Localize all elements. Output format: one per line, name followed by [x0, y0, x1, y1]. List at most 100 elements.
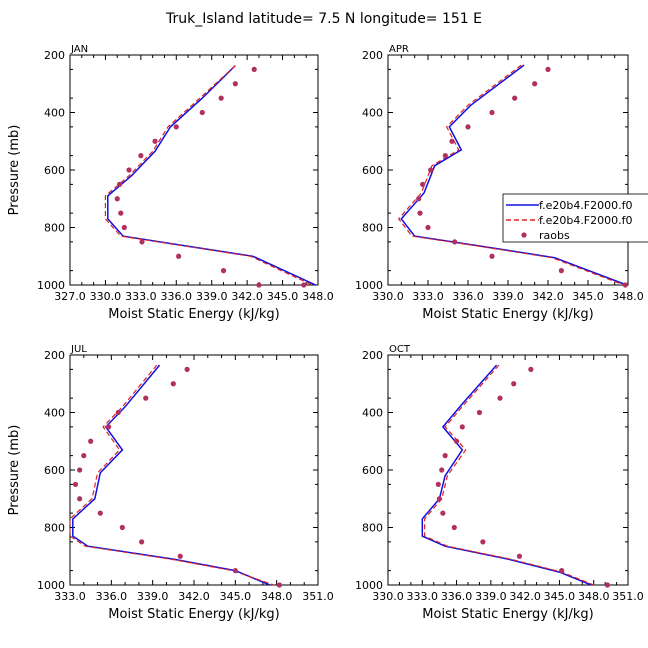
- x-tick-label: 351.0: [612, 590, 644, 603]
- x-tick-label: 339.0: [475, 590, 507, 603]
- raob-point: [173, 124, 179, 130]
- legend-label: f.e20b4.F2000.f0: [539, 199, 633, 212]
- series-line-dashed: [104, 65, 313, 286]
- x-tick-label: 333.0: [412, 290, 444, 303]
- x-tick-label: 333.0: [125, 290, 157, 303]
- x-tick-label: 342.0: [178, 590, 210, 603]
- x-axis-label: Moist Static Energy (kJ/kg): [108, 607, 279, 622]
- panel-oct: OCT 330.0 333.0 336.0 339.0 342.0 345.0 348.0 35…: [355, 344, 644, 622]
- raob-point: [232, 81, 238, 87]
- raob-point: [72, 481, 79, 487]
- raob-point: [512, 95, 518, 101]
- y-tick-label: 1000: [37, 279, 65, 292]
- y-tick-label: 200: [362, 349, 383, 362]
- raob-point: [622, 282, 628, 288]
- y-tick-label: 1000: [355, 579, 383, 592]
- raob-point: [497, 395, 503, 401]
- raob-point: [528, 366, 534, 372]
- x-tick-label: 333.0: [54, 590, 86, 603]
- y-axis-label: Pressure (mb): [7, 125, 22, 216]
- y-tick-label: 600: [44, 464, 65, 477]
- series-line-solid: [107, 65, 316, 286]
- raob-point: [425, 224, 431, 231]
- y-tick-label: 800: [44, 522, 65, 535]
- raob-point: [77, 496, 83, 502]
- raob-point: [459, 424, 465, 430]
- x-tick-label: 345.0: [544, 590, 576, 603]
- raob-point: [435, 481, 441, 487]
- x-tick-label: 348.0: [578, 590, 610, 603]
- y-tick-label: 800: [44, 222, 65, 235]
- plot-frame: [387, 354, 629, 586]
- raob-point: [559, 568, 565, 574]
- raob-point: [170, 381, 176, 387]
- raob-point: [417, 210, 423, 216]
- x-tick-label: 345.0: [572, 290, 604, 303]
- raob-point: [184, 366, 190, 372]
- series-line-solid: [421, 364, 592, 586]
- x-axis-label: Moist Static Energy (kJ/kg): [422, 307, 593, 322]
- series-raobs: [72, 366, 283, 588]
- raob-point: [276, 582, 283, 588]
- y-tick-label: 400: [44, 407, 65, 420]
- x-tick-label: 342.0: [532, 290, 564, 303]
- raob-point: [558, 268, 564, 274]
- plot-frame: [69, 354, 319, 586]
- raob-point: [604, 582, 611, 588]
- plot-frame: [69, 54, 319, 286]
- y-tick-label: 1000: [355, 279, 383, 292]
- raob-point: [442, 153, 448, 159]
- raob-point: [88, 438, 94, 444]
- raob-point: [118, 210, 124, 216]
- panel-jan: JAN 327.0 330.0 333.0 336.0 339.0 342.0 345.0 34…: [7, 44, 334, 322]
- raob-point: [81, 453, 87, 459]
- x-tick-label: 339.0: [492, 290, 524, 303]
- raob-point: [117, 181, 123, 187]
- raob-point: [489, 253, 495, 259]
- raob-point: [77, 467, 83, 473]
- raob-point: [511, 381, 517, 387]
- raob-point: [105, 424, 112, 430]
- x-tick-label: 339.0: [137, 590, 169, 603]
- raob-point: [97, 510, 103, 516]
- raob-point: [251, 66, 257, 72]
- x-tick-label: 351.0: [302, 590, 334, 603]
- series-raobs: [114, 66, 307, 288]
- raob-point: [232, 568, 238, 574]
- raob-point: [139, 539, 145, 545]
- series-line-solid: [400, 64, 627, 286]
- y-tick-label: 600: [44, 164, 65, 177]
- y-tick-label: 200: [44, 349, 65, 362]
- raob-point: [416, 196, 422, 202]
- panel-label: JAN: [70, 44, 88, 55]
- x-tick-label: 330.0: [90, 290, 122, 303]
- raob-point: [138, 153, 144, 159]
- series-line-dashed: [69, 364, 275, 586]
- y-tick-label: 200: [44, 49, 65, 62]
- x-axis-label: Moist Static Energy (kJ/kg): [108, 307, 279, 322]
- series-line-solid: [72, 364, 271, 586]
- raob-point: [220, 268, 227, 274]
- x-tick-label: 336.0: [441, 590, 473, 603]
- panel-label: JUL: [70, 344, 87, 355]
- raob-point: [139, 239, 145, 245]
- series-line-dashed: [397, 64, 625, 286]
- y-tick-label: 400: [362, 407, 383, 420]
- raob-point: [121, 224, 127, 231]
- legend-label: f.e20b4.F2000.f0: [539, 214, 633, 227]
- raob-point: [451, 524, 457, 531]
- raob-point: [126, 167, 132, 173]
- raob-point: [452, 239, 458, 245]
- raob-point: [545, 66, 551, 72]
- y-tick-label: 600: [362, 464, 383, 477]
- raob-point: [440, 510, 446, 516]
- x-tick-label: 336.0: [161, 290, 193, 303]
- x-axis-label: Moist Static Energy (kJ/kg): [422, 607, 593, 622]
- raob-point: [532, 81, 538, 87]
- raob-point: [152, 138, 158, 144]
- raob-point: [119, 524, 125, 531]
- x-tick-label: 333.0: [407, 590, 439, 603]
- legend-box: [502, 193, 648, 243]
